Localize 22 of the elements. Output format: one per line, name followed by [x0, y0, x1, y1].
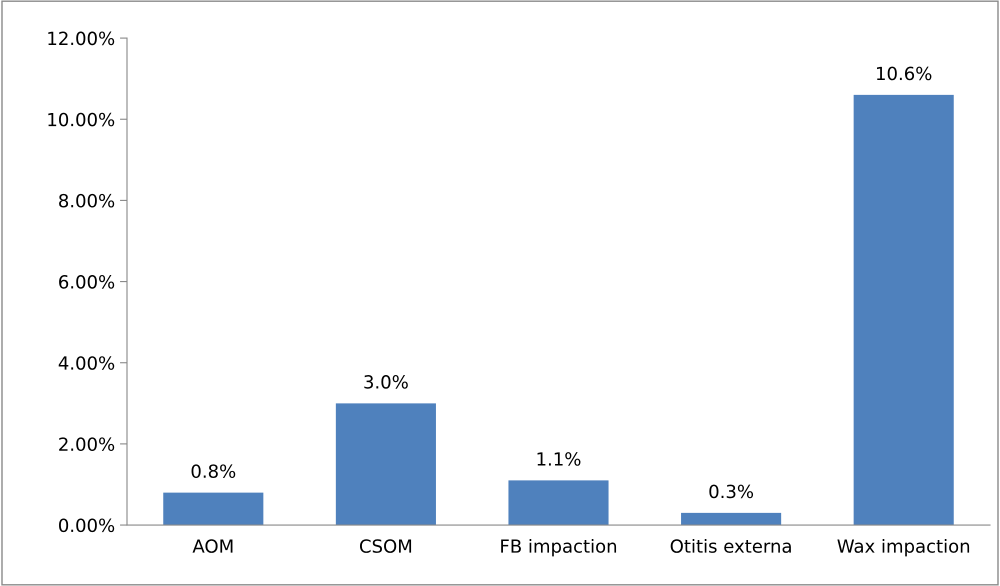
y-tick-label: 8.00%	[59, 194, 114, 208]
data-label: 3.0%	[364, 375, 408, 389]
x-tick-label: Wax impaction	[837, 538, 970, 556]
data-label: 10.6%	[877, 66, 932, 80]
y-tick-label: 10.00%	[48, 112, 114, 126]
bar	[854, 94, 954, 526]
bar	[163, 492, 264, 526]
data-label: 0.8%	[192, 464, 236, 478]
y-tick-label: 0.00%	[59, 518, 114, 532]
x-tick-label: CSOM	[360, 539, 412, 553]
y-tick-label: 6.00%	[59, 275, 114, 289]
y-tick-label: 4.00%	[58, 356, 114, 370]
bar	[336, 403, 436, 526]
data-label: 1.1%	[538, 452, 580, 466]
bar	[681, 512, 782, 526]
y-tick-label: 2.00%	[59, 437, 114, 452]
x-tick-label: Otitis externa	[670, 538, 791, 553]
bar	[508, 480, 609, 526]
data-label: 0.3%	[709, 484, 754, 498]
x-tick-label: FB impaction	[501, 538, 616, 556]
y-tick-label: 12.00%	[48, 32, 114, 46]
x-tick-label: AOM	[192, 539, 232, 553]
